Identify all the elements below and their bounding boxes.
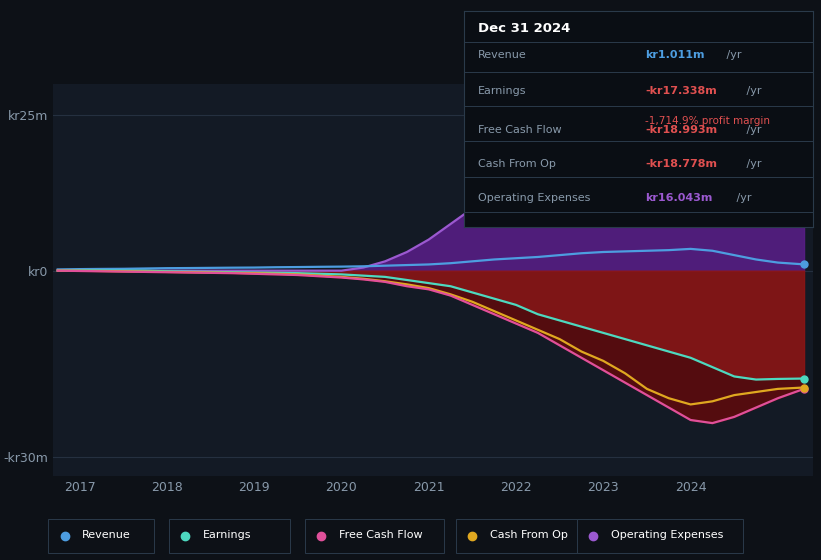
- Text: Revenue: Revenue: [82, 530, 131, 540]
- FancyBboxPatch shape: [305, 520, 444, 553]
- Text: -kr18.778m: -kr18.778m: [645, 159, 718, 169]
- Text: /yr: /yr: [743, 125, 762, 136]
- FancyBboxPatch shape: [169, 520, 290, 553]
- FancyBboxPatch shape: [48, 520, 154, 553]
- Text: /yr: /yr: [733, 193, 752, 203]
- FancyBboxPatch shape: [456, 520, 588, 553]
- Text: Free Cash Flow: Free Cash Flow: [339, 530, 422, 540]
- Text: -kr17.338m: -kr17.338m: [645, 86, 717, 96]
- Text: Cash From Op: Cash From Op: [490, 530, 567, 540]
- Text: Cash From Op: Cash From Op: [478, 159, 556, 169]
- Text: Earnings: Earnings: [478, 86, 526, 96]
- Text: Revenue: Revenue: [478, 50, 526, 60]
- Text: Operating Expenses: Operating Expenses: [478, 193, 590, 203]
- Text: Dec 31 2024: Dec 31 2024: [478, 22, 571, 35]
- Text: kr16.043m: kr16.043m: [645, 193, 713, 203]
- Text: Earnings: Earnings: [203, 530, 251, 540]
- Text: /yr: /yr: [723, 50, 742, 60]
- Text: -1,714.9% profit margin: -1,714.9% profit margin: [645, 116, 770, 126]
- Text: /yr: /yr: [743, 159, 762, 169]
- FancyBboxPatch shape: [576, 520, 743, 553]
- Text: kr1.011m: kr1.011m: [645, 50, 704, 60]
- Text: Operating Expenses: Operating Expenses: [611, 530, 723, 540]
- Text: Free Cash Flow: Free Cash Flow: [478, 125, 562, 136]
- Text: -kr18.993m: -kr18.993m: [645, 125, 718, 136]
- Text: /yr: /yr: [743, 86, 762, 96]
